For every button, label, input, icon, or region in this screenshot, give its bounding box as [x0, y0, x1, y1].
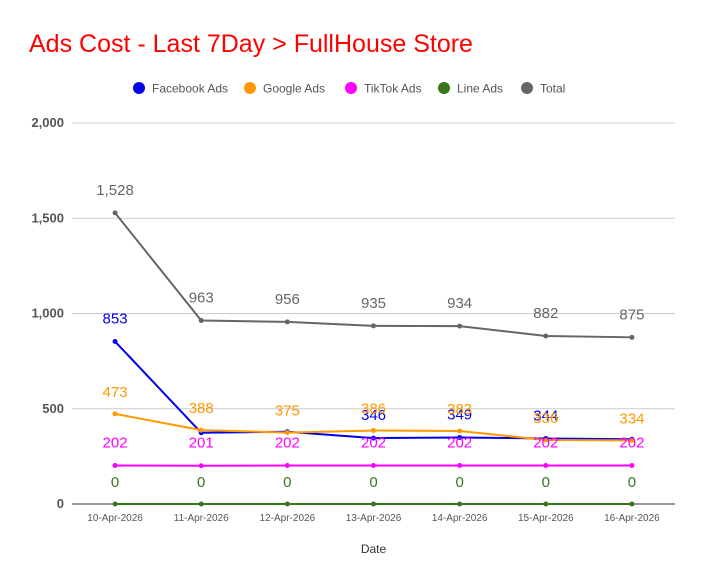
data-label: 935	[361, 295, 386, 312]
data-point	[371, 435, 376, 441]
data-point	[112, 463, 118, 469]
x-tick-label: 11-Apr-2026	[174, 513, 229, 524]
data-label: 0	[628, 474, 636, 491]
data-point	[371, 323, 376, 329]
data-label: 349	[447, 407, 472, 424]
x-tick-label: 13-Apr-2026	[346, 513, 402, 524]
data-label: 963	[189, 290, 214, 307]
legend-label: Line Ads	[457, 82, 503, 96]
x-tick-label: 14-Apr-2026	[432, 513, 488, 524]
data-label: 0	[369, 474, 377, 491]
data-label: 386	[361, 400, 386, 417]
data-label: 0	[455, 474, 463, 491]
data-label: 202	[361, 435, 386, 452]
data-label: 202	[619, 435, 644, 452]
data-point	[457, 428, 463, 434]
data-point	[284, 501, 290, 507]
legend-marker	[345, 82, 357, 94]
data-label: 346	[361, 407, 386, 424]
data-label: 1,528	[96, 182, 134, 199]
x-tick-label: 15-Apr-2026	[518, 513, 574, 524]
data-label: 388	[189, 400, 214, 417]
data-label: 473	[103, 384, 128, 401]
data-point	[198, 463, 204, 469]
data-label: 202	[447, 435, 472, 452]
data-point	[629, 501, 635, 507]
legend-marker	[438, 82, 450, 94]
data-point	[284, 319, 290, 325]
data-label: 202	[533, 435, 558, 452]
legend-marker	[521, 82, 533, 94]
data-label: 202	[275, 435, 300, 452]
data-point	[543, 463, 549, 469]
data-label: 875	[619, 306, 644, 323]
data-label: 201	[189, 435, 214, 452]
data-label: 0	[197, 474, 205, 491]
data-label: 375	[275, 403, 300, 420]
data-label: 336	[533, 410, 558, 427]
data-point	[457, 435, 463, 441]
legend-label: Google Ads	[263, 82, 325, 96]
data-point	[284, 430, 290, 436]
data-label: 0	[283, 474, 291, 491]
data-label: 0	[111, 474, 119, 491]
data-point	[112, 210, 118, 216]
data-label: 882	[533, 305, 558, 322]
data-point	[198, 318, 204, 324]
legend-marker	[244, 82, 256, 94]
chart-title: Ads Cost - Last 7Day > FullHouse Store	[29, 30, 473, 58]
legend-label: TikTok Ads	[364, 82, 422, 96]
data-label: 956	[275, 291, 300, 308]
data-point	[457, 323, 463, 329]
data-point	[371, 463, 376, 469]
data-point	[629, 437, 635, 443]
data-point	[457, 501, 463, 507]
data-label: 383	[447, 401, 472, 418]
data-point	[112, 501, 118, 507]
x-tick-label: 10-Apr-2026	[87, 513, 143, 524]
data-label: 0	[542, 474, 550, 491]
data-point	[112, 339, 118, 345]
data-point	[629, 334, 635, 340]
data-point	[543, 437, 549, 443]
data-label: 202	[103, 435, 128, 452]
data-point	[284, 463, 290, 469]
y-tick-label: 0	[57, 496, 64, 511]
data-point	[543, 333, 549, 339]
data-point	[112, 411, 118, 417]
data-label: 934	[447, 295, 472, 312]
data-point	[198, 427, 204, 433]
data-point	[543, 501, 549, 507]
legend-label: Total	[540, 82, 565, 96]
data-point	[457, 463, 463, 469]
x-tick-label: 12-Apr-2026	[260, 513, 316, 524]
y-tick-label: 500	[42, 401, 64, 416]
data-point	[629, 463, 635, 469]
data-label: 334	[619, 410, 644, 427]
data-point	[198, 501, 204, 507]
data-label: 344	[533, 407, 558, 424]
y-tick-label: 1,500	[31, 210, 64, 225]
legend-marker	[133, 82, 145, 94]
y-tick-label: 1,000	[31, 306, 64, 321]
data-point	[371, 501, 376, 507]
legend-label: Facebook Ads	[152, 82, 228, 96]
y-tick-label: 2,000	[31, 115, 64, 130]
x-axis-title: Date	[361, 542, 387, 556]
x-tick-label: 16-Apr-2026	[604, 513, 660, 524]
data-label: 853	[103, 311, 128, 328]
data-point	[371, 427, 376, 433]
